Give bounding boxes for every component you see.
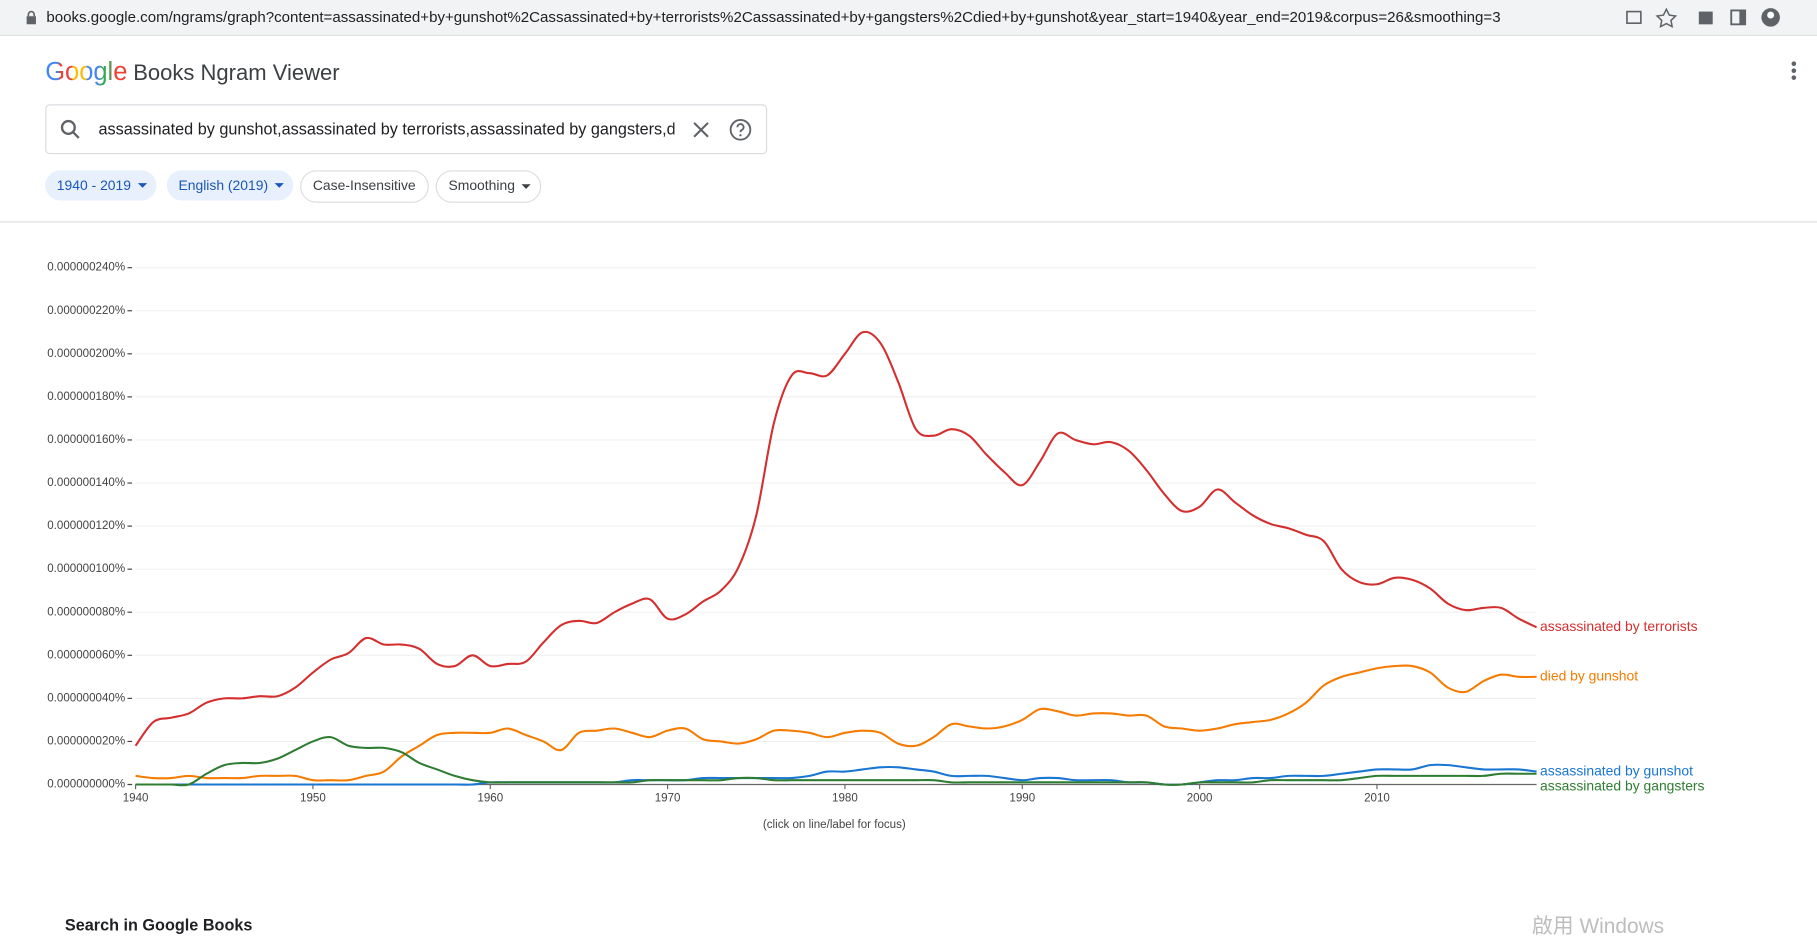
search-input[interactable]: assassinated by gunshot,assassinated by … xyxy=(98,119,674,138)
year-range-chip[interactable]: 1940 - 2019 xyxy=(45,170,157,201)
address-bar[interactable]: books.google.com/ngrams/graph?content=as… xyxy=(46,8,1501,26)
chart-note: (click on line/label for focus) xyxy=(763,819,906,831)
google-logo: Google xyxy=(45,56,128,86)
y-tick-label: 0.000000020% xyxy=(47,736,125,748)
section-title: Search in Google Books xyxy=(64,915,253,934)
browser-icons xyxy=(1626,7,1780,28)
x-tick-label: 1970 xyxy=(655,792,681,804)
y-tick-label: 0.000000100% xyxy=(47,563,125,575)
series-line xyxy=(135,664,1537,782)
divider xyxy=(0,221,1817,223)
series-label: died by gunshot xyxy=(1540,668,1638,684)
x-tick-label: 1960 xyxy=(477,792,503,804)
chip-label: Case-Insensitive xyxy=(312,177,416,194)
case-chip[interactable]: Case-Insensitive xyxy=(300,170,429,203)
y-tick-label: 0.000000060% xyxy=(47,649,125,661)
series-line xyxy=(135,735,1537,787)
x-tick-label: 1940 xyxy=(123,792,149,804)
search-box[interactable]: assassinated by gunshot,assassinated by … xyxy=(45,104,768,155)
app-title: Books Ngram Viewer xyxy=(133,61,340,86)
x-tick-label: 2000 xyxy=(1187,792,1213,804)
search-icon xyxy=(60,119,80,139)
chart: (click on line/label for focus) 0.000000… xyxy=(47,262,1705,831)
chip-label: Smoothing xyxy=(448,177,515,194)
browser-bar: books.google.com/ngrams/graph?content=as… xyxy=(0,0,1817,36)
series-label: assassinated by terrorists xyxy=(1540,618,1698,634)
clear-button[interactable] xyxy=(692,121,711,140)
y-tick-label: 0.000000000% xyxy=(47,779,125,791)
chip-label: 1940 - 2019 xyxy=(56,177,132,194)
y-tick-label: 0.000000040% xyxy=(47,692,125,704)
y-tick-label: 0.000000220% xyxy=(47,305,125,317)
x-tick-label: 1990 xyxy=(1009,792,1035,804)
lock-icon xyxy=(26,10,36,25)
x-tick-label: 2010 xyxy=(1364,792,1390,804)
logo[interactable]: Google Books Ngram Viewer xyxy=(45,57,339,87)
watermark: 啟用 Windows xyxy=(1531,914,1665,938)
y-tick-label: 0.000000240% xyxy=(47,262,125,274)
series-line xyxy=(135,763,1537,786)
y-tick-label: 0.000000180% xyxy=(47,391,125,403)
y-tick-label: 0.000000200% xyxy=(47,348,125,360)
corpus-chip[interactable]: English (2019) xyxy=(166,170,294,201)
help-button[interactable] xyxy=(729,118,752,141)
smoothing-chip[interactable]: Smoothing xyxy=(435,170,542,203)
series-label: assassinated by gunshot xyxy=(1540,762,1693,778)
y-tick-label: 0.000000080% xyxy=(47,606,125,618)
y-tick-label: 0.000000160% xyxy=(47,434,125,446)
y-tick-label: 0.000000120% xyxy=(47,520,125,532)
x-tick-label: 1980 xyxy=(832,792,858,804)
x-tick-label: 1950 xyxy=(300,792,326,804)
series-label: assassinated by gangsters xyxy=(1540,777,1705,793)
chip-label: English (2019) xyxy=(178,177,269,194)
y-tick-label: 0.000000140% xyxy=(47,477,125,489)
menu-icon[interactable] xyxy=(1788,60,1800,83)
series-line xyxy=(134,330,1538,747)
